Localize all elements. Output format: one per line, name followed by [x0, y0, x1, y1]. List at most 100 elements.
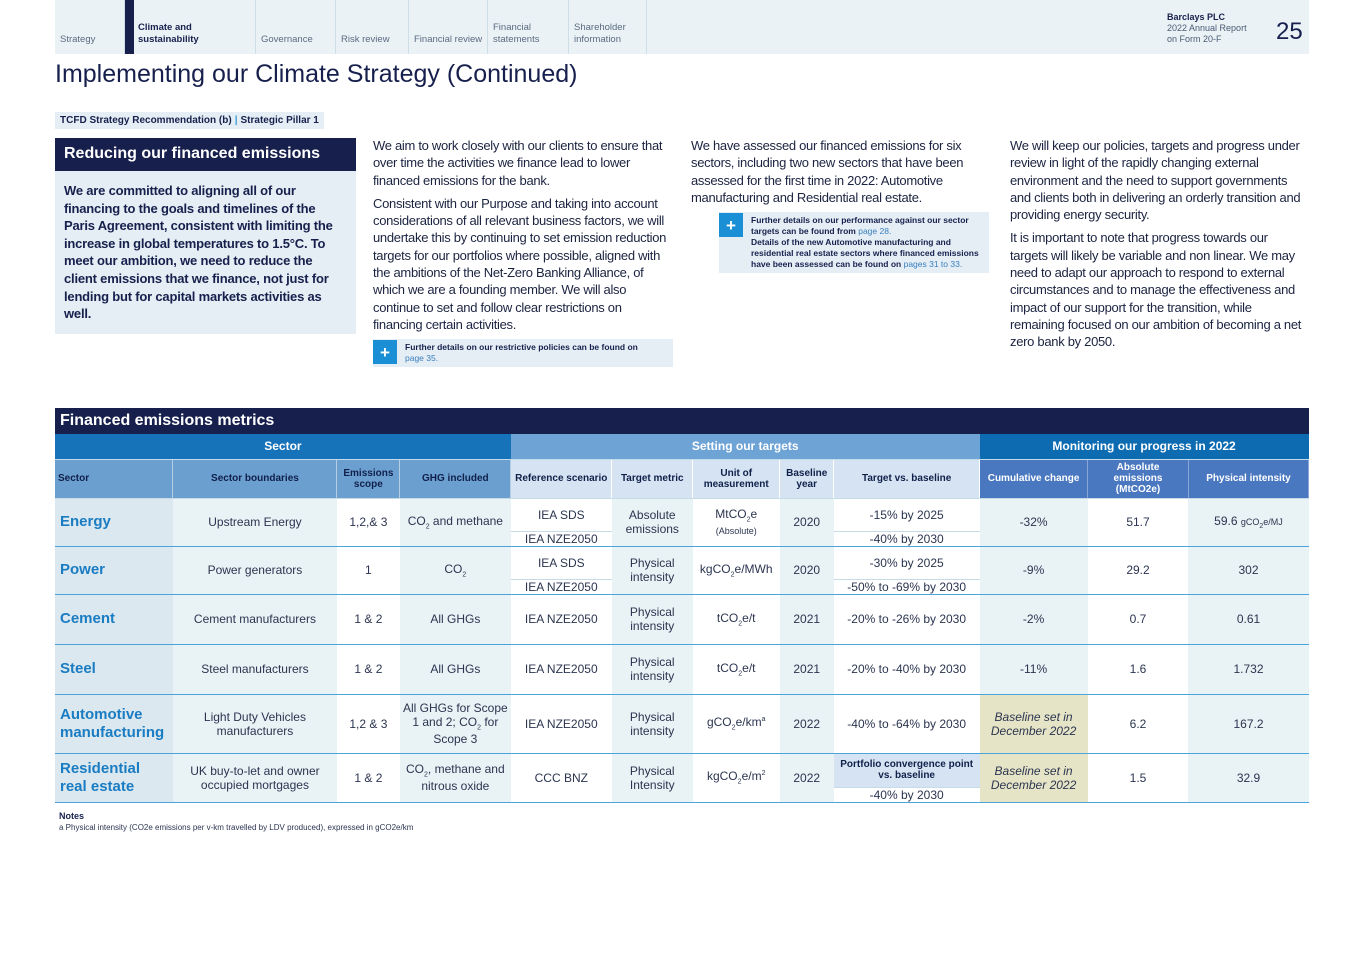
column-header: Reference scenario: [510, 459, 613, 499]
column-header: Emissions scope: [336, 459, 401, 499]
physical-intensity: 0.61: [1188, 594, 1309, 645]
nav-tab[interactable]: Climate and sustainability: [125, 0, 256, 54]
paragraph: We have assessed our financed emissions …: [691, 138, 964, 205]
absolute-emissions: 1.6: [1087, 644, 1189, 695]
target-vs-baseline: -40% by 2030: [833, 787, 980, 803]
absolute-emissions: 6.2: [1087, 694, 1189, 754]
nav-tab[interactable]: Shareholder information: [569, 0, 647, 54]
report-brand: Barclays PLC 2022 Annual Report on Form 20…: [1167, 12, 1267, 45]
table-row: Power Power generators 1 CO2 IEA SDS Physical…: [55, 546, 1309, 595]
absolute-emissions: 29.2: [1087, 546, 1189, 595]
note-box: + Further details on our restrictive poli…: [373, 339, 673, 368]
note-text: Further details on our performance again…: [751, 215, 969, 237]
sector-name: Cement: [55, 594, 173, 645]
column-header: Absolute emissions (MtCO2e): [1087, 459, 1189, 499]
target-metric: Physical intensity: [611, 644, 693, 695]
page-link[interactable]: page 35.: [405, 353, 439, 364]
nav-tab[interactable]: Financial review: [409, 0, 488, 54]
column-header: Sector: [55, 459, 174, 499]
tag-a: TCFD Strategy Recommendation (b): [60, 115, 232, 126]
emissions-scope: 1 & 2: [336, 753, 400, 803]
note-text: Details of the new Automotive manufactur…: [751, 237, 979, 270]
cumulative-change: Baseline set in December 2022: [979, 753, 1088, 803]
notes-label: Notes: [59, 810, 85, 821]
nav-tab[interactable]: Strategy: [55, 0, 125, 54]
table-subrow: -40% by 2030: [55, 787, 1309, 803]
ghg-included: CO2 and methane: [399, 498, 511, 547]
tag-b: Strategic Pillar 1: [240, 115, 319, 126]
nav-tab[interactable]: Risk review: [336, 0, 409, 54]
target-metric: Physical intensity: [611, 546, 693, 595]
baseline-year: 2020: [779, 498, 834, 547]
nav-tab[interactable]: Financial statements: [488, 0, 569, 54]
absolute-emissions: 1.5: [1087, 753, 1189, 803]
target-subheader: Portfolio convergence point vs. baseline: [833, 753, 980, 788]
page-link[interactable]: pages 31 to 33.: [903, 259, 963, 270]
cumulative-change: -32%: [979, 498, 1088, 547]
target-vs-baseline: -50% to -69% by 2030: [833, 579, 980, 595]
sector-boundaries: Cement manufacturers: [172, 594, 337, 645]
cumulative-change: -9%: [979, 546, 1088, 595]
page-number: 25: [1276, 18, 1303, 45]
sector-boundaries: Power generators: [172, 546, 337, 595]
unit-of-measurement: tCO2e/t: [692, 594, 780, 645]
page-title: Implementing our Climate Strategy (Conti…: [55, 60, 578, 88]
brand-name: Barclays PLC: [1167, 12, 1226, 22]
physical-intensity: 302: [1188, 546, 1309, 595]
column-header: Sector boundaries: [172, 459, 338, 499]
emissions-scope: 1,2,& 3: [336, 498, 400, 547]
table-row: Residential real estate UK buy-to-let and…: [55, 753, 1309, 803]
baseline-year: 2021: [779, 594, 834, 645]
physical-intensity: 59.6 gCO2e/MJ: [1188, 498, 1309, 547]
nav-tab[interactable]: Governance: [256, 0, 336, 54]
reference-scenario: IEA NZE2050: [510, 579, 612, 595]
emissions-scope: 1 & 2: [336, 644, 400, 695]
cumulative-change: Baseline set in December 2022: [979, 694, 1088, 754]
column-1: We aim to work closely with our clients …: [373, 137, 673, 368]
tcfd-tag: TCFD Strategy Recommendation (b) | Strateg…: [55, 112, 324, 129]
sector-name: Residential real estate: [55, 753, 173, 803]
sector-name: Energy: [55, 498, 173, 547]
column-3: We will keep our policies, targets and p…: [1010, 137, 1308, 357]
table-subrow: IEA NZE2050 -50% to -69% by 2030: [55, 579, 1309, 595]
column-header: Baseline year: [779, 459, 835, 499]
group-monitoring: Monitoring our progress in 2022: [979, 434, 1309, 460]
section-nav: Strategy Climate and sustainability Govern…: [55, 0, 1309, 54]
target-vs-baseline: -20% to -26% by 2030: [833, 594, 980, 645]
baseline-year: 2022: [779, 694, 834, 754]
reference-scenario: IEA NZE2050: [510, 531, 612, 547]
unit-of-measurement: gCO2e/kma: [692, 694, 780, 754]
physical-intensity: 167.2: [1188, 694, 1309, 754]
target-vs-baseline: -40% by 2030: [833, 531, 980, 547]
reference-scenario: IEA NZE2050: [510, 644, 612, 695]
target-metric: Physical Intensity: [611, 753, 693, 803]
reference-scenario: CCC BNZ: [510, 753, 612, 803]
baseline-year: 2021: [779, 644, 834, 695]
plus-icon: +: [373, 340, 397, 365]
brand-sub: on Form 20-F: [1167, 34, 1222, 44]
brand-sub: 2022 Annual Report: [1167, 23, 1247, 33]
absolute-emissions: 51.7: [1087, 498, 1189, 547]
unit-of-measurement: tCO2e/t: [692, 644, 780, 695]
target-vs-baseline: -15% by 2025: [833, 498, 980, 532]
column-header: Cumulative change: [979, 459, 1089, 499]
unit-of-measurement: kgCO2e/m2: [692, 753, 780, 803]
physical-intensity: 32.9: [1188, 753, 1309, 803]
financed-emissions-table: Sector Setting our targets Monitoring our …: [55, 434, 1310, 803]
emissions-scope: 1,2 & 3: [336, 694, 400, 754]
target-vs-baseline: -30% by 2025: [833, 546, 980, 580]
paragraph: We will keep our policies, targets and p…: [1010, 138, 1301, 223]
sector-name: Steel: [55, 644, 173, 695]
paragraph: It is important to note that progress to…: [1010, 230, 1302, 350]
note-box: + Further details on our performance agai…: [719, 212, 989, 274]
sector-boundaries: Steel manufacturers: [172, 644, 337, 695]
table-row: Cement Cement manufacturers 1 & 2 All GHGs I…: [55, 594, 1309, 645]
table-row: Automotive manufacturing Light Duty Vehic…: [55, 694, 1309, 754]
page-link[interactable]: page 28.: [858, 226, 892, 237]
column-header: Target metric: [611, 459, 694, 499]
unit-of-measurement: MtCO2e (Absolute): [692, 498, 780, 547]
table-row: Steel Steel manufacturers 1 & 2 All GHGs IEA…: [55, 644, 1309, 695]
group-sector: Sector: [55, 434, 511, 460]
ghg-included: All GHGs for Scope 1 and 2; CO2 for Scop…: [399, 694, 511, 754]
reference-scenario: IEA SDS: [510, 546, 612, 580]
